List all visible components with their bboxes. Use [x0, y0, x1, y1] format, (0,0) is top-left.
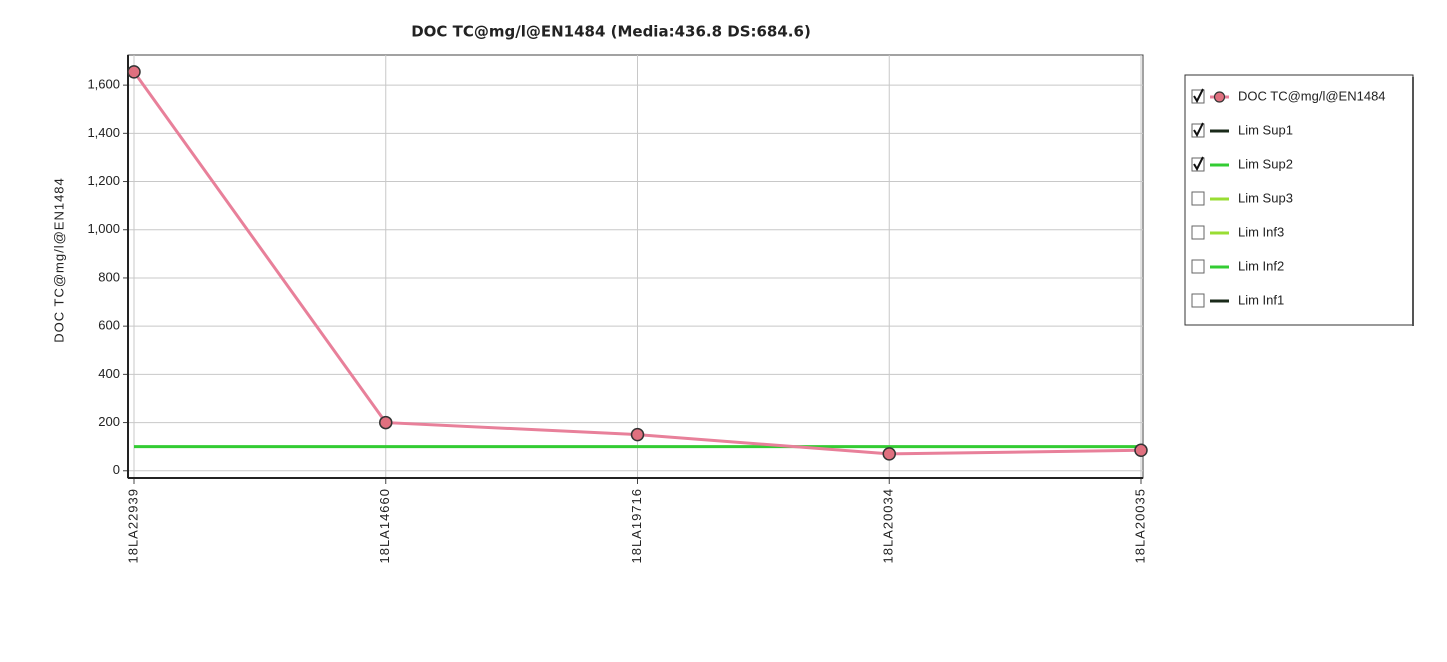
legend-check: [1193, 156, 1204, 172]
data-point: [1134, 443, 1148, 458]
y-tick-label: 1,400: [87, 125, 120, 140]
chart-title: DOC TC@mg/l@EN1484 (Media:436.8 DS:684.6…: [411, 23, 811, 41]
legend-check: [1193, 88, 1204, 104]
legend-label: Lim Sup1: [1238, 122, 1293, 137]
y-tick-label: 800: [98, 269, 120, 284]
x-tick-label: 18LA20034: [881, 488, 896, 564]
legend-label: Lim Inf2: [1238, 258, 1284, 273]
y-tick-label: 200: [98, 414, 120, 429]
y-tick-label: 1,200: [87, 173, 120, 188]
legend-label: Lim Sup2: [1238, 156, 1293, 171]
y-tick-label: 1,600: [87, 77, 120, 92]
legend-checkbox[interactable]: [1191, 191, 1205, 206]
legend-label: Lim Inf3: [1238, 224, 1284, 239]
plot-area: [127, 54, 1144, 479]
y-tick-label: 1,000: [87, 221, 120, 236]
legend-marker: [1213, 91, 1226, 103]
x-tick-label: 18LA20035: [1132, 488, 1147, 564]
x-tick-label: 18LA19716: [629, 488, 644, 564]
data-point: [379, 415, 393, 430]
legend-check: [1193, 122, 1204, 138]
x-tick-label: 18LA14660: [377, 488, 392, 564]
x-tick-label: 18LA22939: [125, 488, 140, 564]
legend-label: DOC TC@mg/l@EN1484: [1238, 88, 1386, 103]
legend-checkbox[interactable]: [1191, 293, 1205, 308]
data-point: [630, 427, 645, 442]
data-point: [882, 447, 896, 461]
y-tick-label: 600: [98, 318, 120, 333]
legend-label: Lim Sup3: [1238, 190, 1293, 205]
y-tick-label: 400: [98, 366, 120, 381]
legend-checkbox[interactable]: [1191, 259, 1205, 274]
y-axis-label: DOC TC@mg/l@EN1484: [51, 177, 66, 343]
legend-checkbox[interactable]: [1191, 225, 1205, 240]
legend-label: Lim Inf1: [1238, 292, 1284, 307]
data-point: [127, 65, 141, 79]
y-tick-label: 0: [113, 462, 120, 477]
